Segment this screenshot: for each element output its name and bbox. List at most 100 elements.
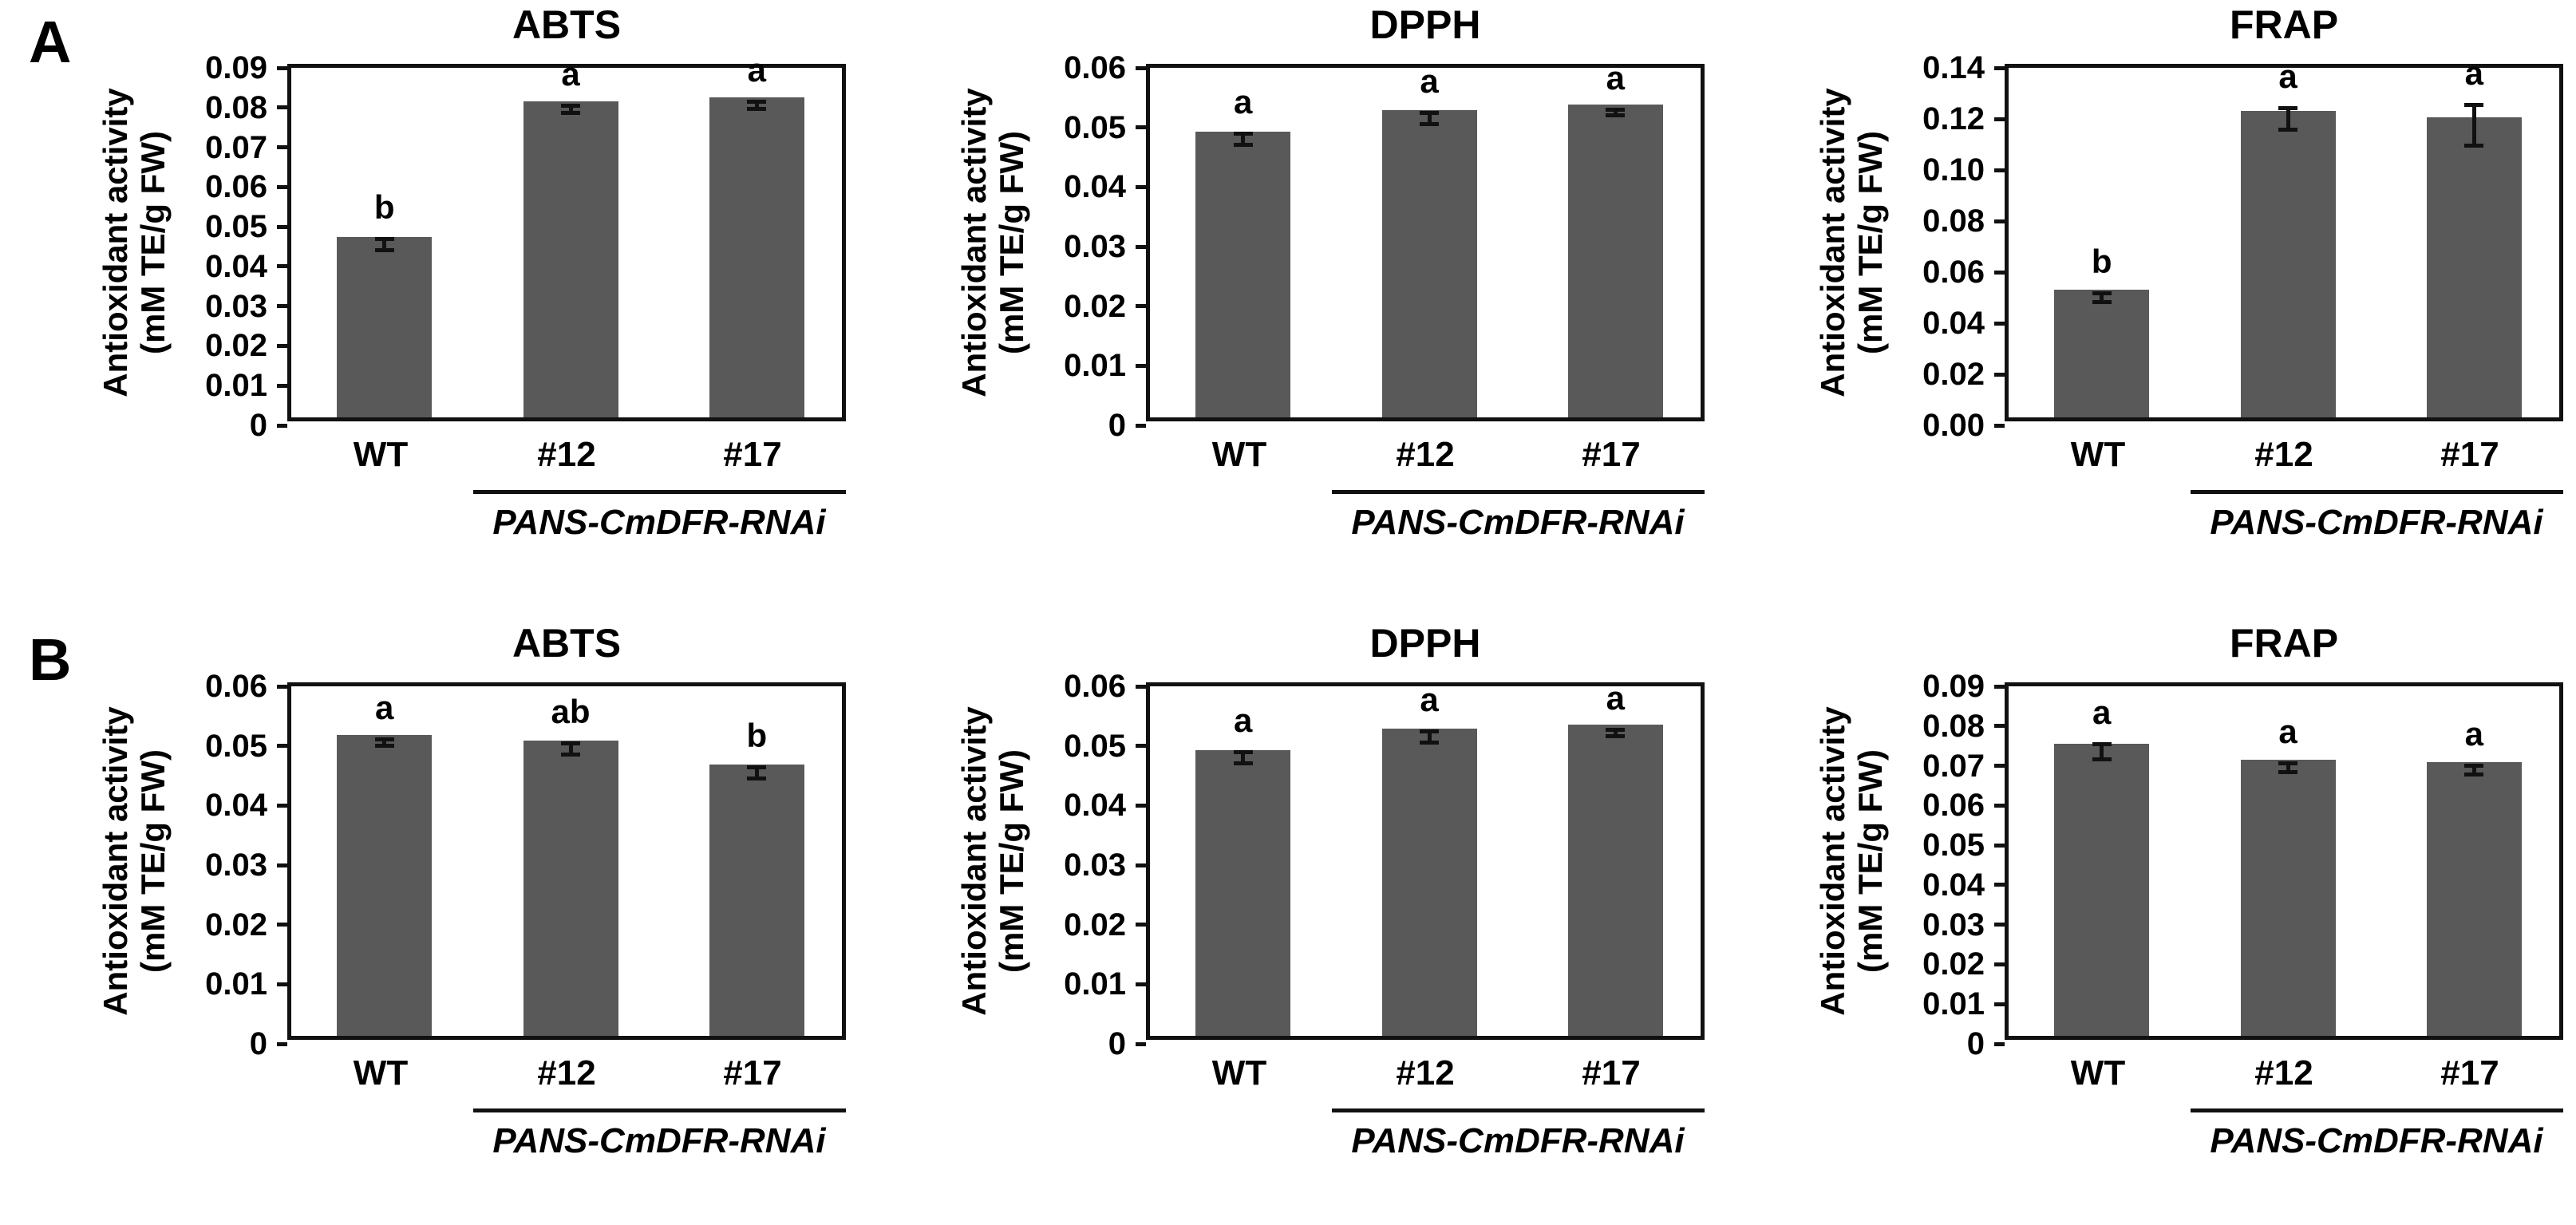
significance-letter: a — [1233, 701, 1253, 740]
y-axis-label-line2: (mM TE/g FW) — [134, 131, 172, 354]
y-tick-mark — [1136, 184, 1146, 189]
y-tick-mark — [1136, 65, 1146, 70]
y-tick-mark — [277, 423, 287, 428]
chart-title: FRAP — [2229, 2, 2339, 47]
y-tick-mark — [1136, 923, 1146, 927]
bar-17 — [709, 97, 804, 417]
error-bar-cap-bottom — [1233, 143, 1253, 148]
bar-17 — [2426, 761, 2522, 1036]
significance-letter: b — [2091, 242, 2112, 280]
y-tick-label: 0.03 — [1064, 229, 1126, 264]
error-bar-cap-bottom — [1420, 740, 1439, 745]
error-bar-line — [2471, 765, 2476, 775]
bar-WT — [2054, 744, 2150, 1036]
chart-title: ABTS — [512, 2, 622, 47]
y-tick-label: 0.06 — [1922, 788, 1985, 824]
panel-label-b: B — [29, 626, 72, 693]
error-bar-line — [1613, 109, 1618, 117]
group-underline — [2191, 1108, 2563, 1112]
y-tick-mark — [277, 304, 287, 309]
error-bar-cap-bottom — [561, 111, 580, 116]
error-bar-line — [2471, 105, 2476, 146]
significance-letter: a — [747, 51, 766, 89]
y-tick-label: 0 — [249, 408, 267, 443]
panel-label-a: A — [29, 9, 72, 75]
x-label-17: #17 — [723, 1053, 782, 1093]
y-tick-label: 0.00 — [1922, 408, 1985, 443]
error-bar-cap-top — [2464, 103, 2484, 108]
chart-title: FRAP — [2229, 621, 2339, 666]
y-axis-label: Antioxidant activity (mM TE/g FW) — [1814, 706, 1889, 1015]
y-tick-mark — [1136, 684, 1146, 689]
bar-WT — [337, 734, 433, 1036]
y-tick-label: 0.02 — [1922, 357, 1985, 392]
error-bar-line — [382, 239, 387, 251]
y-tick-label: 0.10 — [1922, 152, 1985, 188]
error-bar-cap-top — [1606, 727, 1626, 732]
chart-b-dpph: DPPH Antioxidant activity (mM TE/g FW) 0… — [859, 618, 1717, 1225]
y-tick-mark — [277, 684, 287, 689]
y-tick-label: 0.06 — [1064, 50, 1126, 85]
bar-WT — [1195, 749, 1291, 1036]
y-tick-label: 0.03 — [1922, 907, 1985, 942]
y-tick-mark — [1994, 764, 2005, 769]
y-tick-mark — [1994, 423, 2005, 428]
y-tick-label: 0.02 — [1922, 946, 1985, 982]
x-label-17: #17 — [1582, 435, 1641, 474]
bar-17 — [709, 765, 804, 1036]
x-label-17: #17 — [2440, 435, 2499, 474]
bar-12 — [1381, 729, 1477, 1036]
y-tick-mark — [1994, 803, 2005, 808]
y-axis-label-line2: (mM TE/g FW) — [1851, 749, 1889, 973]
error-bar-line — [754, 766, 759, 779]
error-bar-cap-bottom — [747, 776, 767, 780]
error-bar-line — [2286, 107, 2290, 131]
y-axis-label-line1: Antioxidant activity — [96, 88, 134, 397]
y-tick-mark — [277, 383, 287, 388]
y-tick-label: 0.01 — [205, 368, 267, 404]
y-tick-mark — [1994, 923, 2005, 927]
error-bar-line — [1241, 752, 1246, 765]
y-axis-label: Antioxidant activity (mM TE/g FW) — [955, 88, 1030, 397]
significance-letter: a — [374, 689, 394, 727]
y-tick-label: 0.02 — [205, 907, 267, 942]
y-axis-label: Antioxidant activity (mM TE/g FW) — [955, 706, 1030, 1015]
y-tick-mark — [1994, 65, 2005, 70]
significance-letter: a — [1420, 62, 1439, 100]
y-tick-label: 0.01 — [205, 966, 267, 1002]
y-tick-label: 0.04 — [1922, 306, 1985, 341]
chart-a-dpph: DPPH Antioxidant activity (mM TE/g FW) 0… — [859, 0, 1717, 607]
error-bar-cap-top — [2464, 763, 2484, 768]
x-label-wt: WT — [2070, 435, 2126, 474]
error-bar-cap-top — [747, 100, 767, 105]
error-bar-cap-bottom — [561, 752, 580, 757]
significance-letter: a — [2278, 57, 2297, 95]
significance-letter: a — [1233, 83, 1253, 121]
x-label-wt: WT — [1211, 435, 1267, 474]
error-bar-cap-top — [561, 104, 580, 109]
plot-area: 0 0.01 0.02 0.03 0.04 0.05 0.06 a ab b — [205, 670, 846, 1060]
error-bar-line — [2286, 763, 2290, 773]
y-tick-mark — [1136, 744, 1146, 749]
significance-letter: a — [1420, 681, 1439, 718]
x-label-17: #17 — [723, 435, 782, 474]
y-axis-label-line1: Antioxidant activity — [954, 706, 993, 1016]
error-bar-cap-bottom — [2092, 757, 2112, 762]
x-label-17: #17 — [1582, 1053, 1641, 1093]
x-label-12: #12 — [537, 1053, 596, 1093]
chart-title: ABTS — [512, 621, 622, 666]
bar-12 — [1381, 110, 1477, 417]
y-tick-label: 0.07 — [1922, 748, 1985, 784]
chart-b-frap: FRAP Antioxidant activity (mM TE/g FW) 0… — [1717, 618, 2576, 1225]
plot-area: 0 0.01 0.02 0.03 0.04 0.05 0.06 0.07 0.08 0.09 b a a — [205, 52, 846, 441]
error-bar-line — [2100, 292, 2104, 303]
plot-area: 0 0.01 0.02 0.03 0.04 0.05 0.06 a a a — [1064, 52, 1705, 441]
significance-letter: a — [2278, 713, 2297, 751]
error-bar-line — [568, 105, 573, 114]
y-axis-label-line1: Antioxidant activity — [96, 706, 134, 1016]
chart-title: DPPH — [1369, 621, 1481, 666]
error-bar-cap-bottom — [374, 247, 394, 252]
error-bar-line — [754, 101, 759, 110]
y-tick-label: 0.05 — [1922, 828, 1985, 863]
y-tick-label: 0 — [249, 1026, 267, 1061]
